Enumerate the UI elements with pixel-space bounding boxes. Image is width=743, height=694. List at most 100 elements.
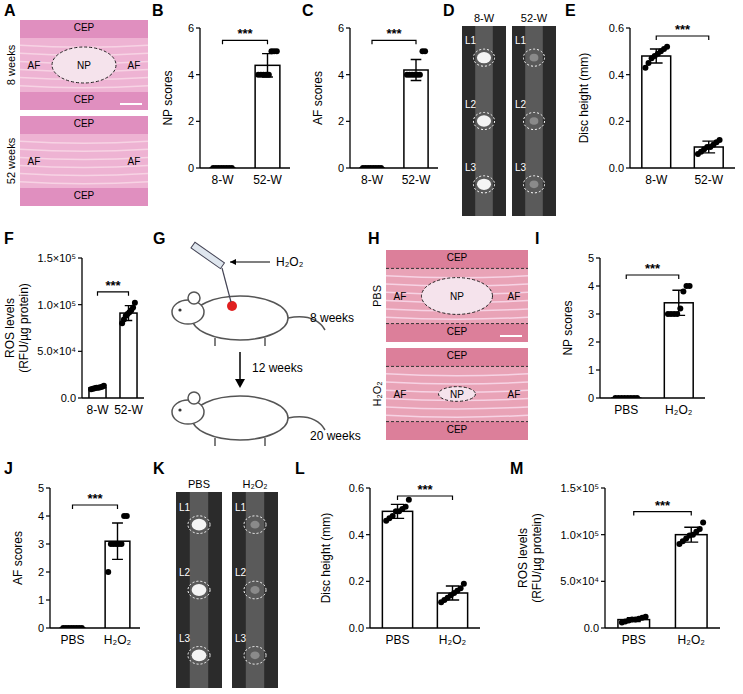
- y-tick-label: 0: [588, 392, 594, 404]
- significance-label: ***: [675, 22, 691, 37]
- mouse-eye: [178, 308, 181, 311]
- y-tick: [78, 397, 82, 398]
- y-tick: [626, 74, 630, 75]
- syringe-barrel: [191, 242, 225, 268]
- column-label: 52-W: [521, 12, 548, 24]
- nucleus-pulposus: [439, 387, 476, 402]
- y-tick-label: 2: [188, 115, 194, 127]
- marks: [642, 44, 723, 168]
- data-point: [680, 289, 686, 295]
- y-tick: [601, 534, 605, 535]
- endplate: [386, 250, 528, 268]
- y-tick: [366, 487, 370, 488]
- y-tick-label: 3: [588, 308, 594, 320]
- data-point: [105, 569, 111, 575]
- disc-signal: [192, 584, 207, 596]
- y-axis-label: (RFU/µg protein): [17, 283, 31, 373]
- mri-background: [176, 492, 222, 688]
- schematic: GH₂O₂8 weeks12 weeks20 weeks: [153, 230, 361, 446]
- disc-outline: [188, 581, 210, 599]
- y-tick: [626, 121, 630, 122]
- x-tick-label: H₂O₂: [678, 633, 706, 647]
- x-tick-label: 8-W: [212, 173, 235, 187]
- y-tick: [596, 257, 600, 258]
- endplate: [386, 348, 528, 366]
- spine: [475, 26, 493, 216]
- y-axis-label: NP scores: [561, 300, 575, 355]
- data-point: [118, 541, 124, 547]
- histology-image: CEPAFAFCEP52 weeks: [5, 116, 148, 206]
- histology-image: CEPAFNPAFCEPPBS: [371, 250, 528, 342]
- y-tick: [196, 74, 200, 75]
- time-label: 8 weeks: [310, 311, 354, 325]
- significance-label: ***: [655, 498, 671, 513]
- region-label: CEP: [74, 94, 95, 105]
- disc-signal: [250, 586, 259, 594]
- fiber: [386, 276, 528, 278]
- x-tick-label: H₂O₂: [665, 403, 693, 417]
- region-label: NP: [77, 60, 91, 71]
- row-label: H₂O₂: [371, 381, 383, 406]
- bar-chart: F0.05.0×10⁴1.0×10⁵1.5×10⁵ROS levels(RFU/…: [3, 230, 144, 417]
- y-tick: [196, 27, 200, 28]
- x-tick-label: 52-W: [694, 173, 723, 187]
- fiber: [386, 382, 528, 384]
- data-point: [79, 625, 85, 628]
- level-label: L1: [515, 35, 527, 46]
- fiber: [20, 149, 148, 151]
- y-axis-label: Disc height (mm): [577, 53, 591, 144]
- level-label: L3: [235, 633, 247, 644]
- y-tick-label: 0: [38, 622, 44, 634]
- mouse-ear: [188, 392, 200, 404]
- y-axis: [629, 28, 630, 168]
- y-axis-label: NP scores: [161, 70, 175, 125]
- region-label: CEP: [74, 118, 95, 129]
- fiber: [386, 317, 528, 319]
- y-tick: [346, 121, 350, 122]
- panel-label: A: [4, 2, 16, 19]
- level-label: L2: [179, 567, 191, 578]
- y-tick-label: 0: [188, 162, 194, 174]
- arrow-head: [230, 259, 236, 265]
- y-tick-label: 2: [338, 115, 344, 127]
- y-tick: [46, 515, 50, 516]
- row-label: 8 weeks: [5, 44, 17, 85]
- panel-label: M: [510, 460, 523, 477]
- y-tick: [601, 581, 605, 582]
- bar: [255, 65, 280, 168]
- endplate: [20, 92, 148, 110]
- y-tick: [366, 627, 370, 628]
- panel-label: F: [4, 230, 14, 247]
- y-tick: [346, 27, 350, 28]
- mouse-legs: [215, 438, 265, 446]
- bar-chart: B0246NP scores8-W52-W***: [152, 2, 290, 187]
- y-tick: [601, 487, 605, 488]
- y-tick-label: 0.2: [349, 575, 364, 587]
- panel-label: L: [295, 460, 305, 477]
- mri-background: [232, 492, 278, 688]
- x-tick-label: H₂O₂: [104, 633, 132, 647]
- marks: [360, 48, 428, 168]
- histology-image: CEPAFNPAFCEP8 weeks: [5, 20, 148, 110]
- y-tick: [596, 397, 600, 398]
- disc-outline: [473, 176, 494, 193]
- region-label: CEP: [447, 350, 468, 361]
- y-axis-label: AF scores: [11, 531, 25, 585]
- y-tick-label: 0.4: [609, 69, 624, 81]
- panel-label: I: [535, 230, 539, 247]
- y-tick-label: 3: [38, 538, 44, 550]
- boundary: [386, 323, 528, 324]
- y-axis: [604, 488, 605, 628]
- region-label: CEP: [447, 252, 468, 263]
- fiber: [20, 141, 148, 143]
- fiber: [20, 86, 148, 88]
- y-tick: [196, 167, 200, 168]
- endplate: [20, 116, 148, 134]
- x-tick-label: 52-W: [402, 173, 431, 187]
- data-point: [717, 137, 723, 143]
- y-tick: [78, 257, 82, 258]
- page: {"chart_data": [ {"type": "bar", "panel"…: [0, 0, 743, 694]
- mouse-body: [192, 296, 288, 340]
- fiber: [20, 182, 148, 184]
- y-tick-label: 6: [188, 22, 194, 34]
